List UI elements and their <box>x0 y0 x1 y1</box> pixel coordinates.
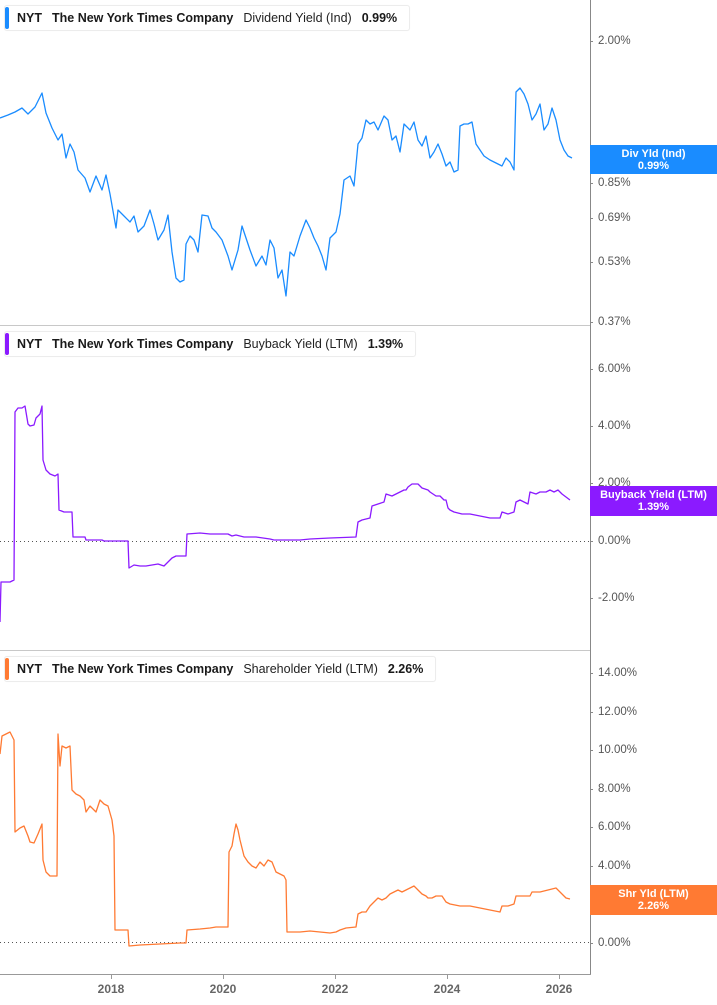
badge-value: 2.26% <box>637 900 670 912</box>
panel-divider <box>0 325 590 326</box>
y-tick-label: 2.00% <box>598 35 631 47</box>
y-axis-line <box>590 651 591 974</box>
legend-ticker: NYT <box>17 662 42 676</box>
legend-metric: Shareholder Yield (LTM) <box>243 662 378 676</box>
y-tick-label: -2.00% <box>598 592 635 604</box>
legend-ticker: NYT <box>17 11 42 25</box>
legend-company: The New York Times Company <box>52 662 234 676</box>
y-tick-label: 0.37% <box>598 316 631 328</box>
series-legend[interactable]: NYT The New York Times Company Shareholder… <box>4 656 437 682</box>
y-tick-mark <box>590 426 593 427</box>
y-tick-mark <box>590 541 593 542</box>
x-tick-label: 2024 <box>433 982 461 996</box>
y-tick-label: 12.00% <box>598 706 638 718</box>
legend-value: 1.39% <box>367 337 404 351</box>
x-tick-mark <box>111 974 112 979</box>
buyback-yield-line <box>0 405 571 623</box>
badge-label: Buyback Yield (LTM) <box>600 489 707 501</box>
y-tick-mark <box>590 712 593 713</box>
dividend-yield-line <box>0 87 573 297</box>
y-tick-mark <box>590 673 593 674</box>
panel-divider <box>0 650 590 651</box>
y-tick-mark <box>590 598 593 599</box>
badge-label: Div Yld (Ind) <box>621 148 686 160</box>
y-tick-label: 0.00% <box>598 937 631 949</box>
y-tick-mark <box>590 218 593 219</box>
y-tick-label: 0.85% <box>598 177 631 189</box>
x-axis-line <box>0 974 591 975</box>
y-tick-label: 4.00% <box>598 860 631 872</box>
x-tick-label: 2018 <box>97 982 125 996</box>
series-color-swatch <box>5 333 9 355</box>
series-legend[interactable]: NYT The New York Times Company Buyback Yie… <box>4 331 417 357</box>
series-color-swatch <box>5 7 9 29</box>
current-value-badge: Shr Yld (LTM) 2.26% <box>590 885 717 915</box>
y-tick-label: 10.00% <box>598 744 638 756</box>
y-tick-label: 6.00% <box>598 363 631 375</box>
legend-value: 2.26% <box>387 662 424 676</box>
y-tick-mark <box>590 41 593 42</box>
y-tick-label: 8.00% <box>598 783 631 795</box>
x-tick-mark <box>335 974 336 979</box>
legend-company: The New York Times Company <box>52 337 234 351</box>
x-tick-label: 2022 <box>321 982 349 996</box>
badge-value: 0.99% <box>637 160 670 172</box>
y-tick-label: 0.53% <box>598 256 631 268</box>
current-value-badge: Div Yld (Ind) 0.99% <box>590 145 717 174</box>
legend-company: The New York Times Company <box>52 11 234 25</box>
series-legend[interactable]: NYT The New York Times Company Dividend Yi… <box>4 5 411 31</box>
x-tick-mark <box>447 974 448 979</box>
legend-metric: Buyback Yield (LTM) <box>243 337 358 351</box>
legend-metric: Dividend Yield (Ind) <box>243 11 352 25</box>
x-tick-label: 2020 <box>209 982 237 996</box>
x-tick-label: 2026 <box>545 982 573 996</box>
y-tick-mark <box>590 369 593 370</box>
y-tick-label: 0.00% <box>598 535 631 547</box>
legend-value: 0.99% <box>361 11 398 25</box>
y-tick-mark <box>590 483 593 484</box>
y-tick-label: 0.69% <box>598 212 631 224</box>
y-tick-label: 6.00% <box>598 821 631 833</box>
current-value-badge: Buyback Yield (LTM) 1.39% <box>590 486 717 516</box>
y-tick-mark <box>590 183 593 184</box>
x-tick-mark <box>559 974 560 979</box>
y-tick-mark <box>590 827 593 828</box>
shareholder-yield-line <box>0 731 571 947</box>
y-tick-label: 14.00% <box>598 667 638 679</box>
y-tick-mark <box>590 866 593 867</box>
y-tick-mark <box>590 262 593 263</box>
x-tick-mark <box>223 974 224 979</box>
y-tick-mark <box>590 322 593 323</box>
badge-value: 1.39% <box>637 501 670 513</box>
badge-label: Shr Yld (LTM) <box>618 888 689 900</box>
y-tick-label: 4.00% <box>598 420 631 432</box>
y-tick-mark <box>590 789 593 790</box>
legend-ticker: NYT <box>17 337 42 351</box>
y-tick-mark <box>590 943 593 944</box>
y-tick-mark <box>590 750 593 751</box>
series-color-swatch <box>5 658 9 680</box>
